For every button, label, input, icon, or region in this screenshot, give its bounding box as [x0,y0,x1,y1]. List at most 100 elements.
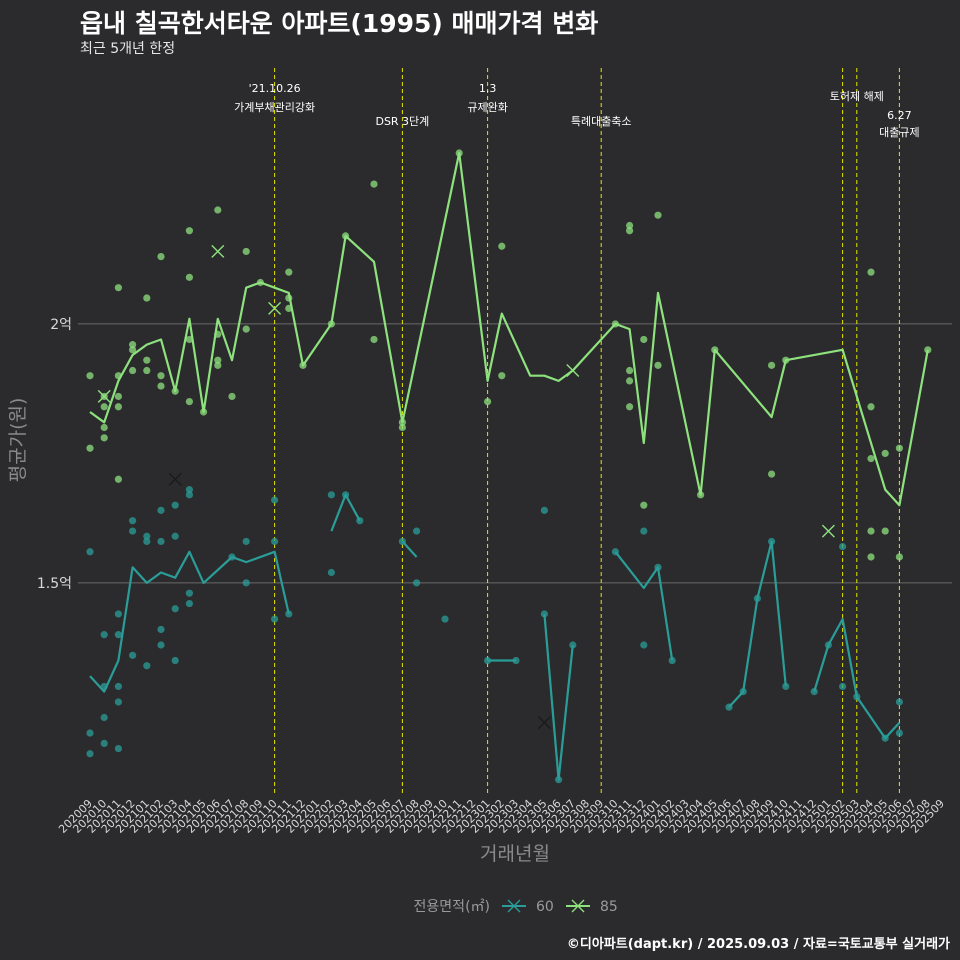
data-point-60 [185,486,193,494]
data-point-85 [654,211,662,219]
tick-layer: 1.5억2억2020092020102020112020122021012021… [37,317,947,836]
data-point-60 [540,506,549,514]
data-point-60 [441,615,449,623]
data-point-60 [895,698,904,706]
data-point-60 [114,698,122,706]
data-point-85 [398,423,406,432]
chart-subtitle: 최근 5개년 한정 [80,41,176,57]
legend-key-mark-60 [507,899,521,913]
data-point-85 [626,221,634,230]
data-point-85 [881,527,889,535]
data-point-60 [569,641,577,649]
event-label: 가계부채관리강화 [234,101,315,114]
data-point-60 [839,682,847,691]
data-point-60 [327,568,335,577]
data-point-60 [114,682,122,691]
data-point-85 [626,227,634,235]
series-line-60 [401,540,418,558]
data-point-60 [185,599,193,608]
series-line-85 [89,151,929,507]
data-point-60 [114,610,122,618]
data-point-85 [157,253,165,261]
data-point-60 [86,750,94,758]
data-point-60 [839,543,847,551]
data-point-60 [271,537,279,546]
data-point-60 [185,589,193,597]
data-point-85 [370,335,378,344]
data-point-60 [668,656,676,665]
data-point-85 [157,372,165,380]
chart-title: 읍내 칠곡한서타운 아파트(1995) 매매가격 변화 [80,9,599,38]
data-point-60 [86,548,94,556]
data-point-85 [143,366,151,375]
data-point-60 [143,537,151,546]
y-tick-label: 2억 [50,317,72,333]
data-point-85 [129,341,137,349]
data-point-85 [242,325,250,333]
data-point-85 [626,403,634,411]
data-point-60 [114,744,122,753]
data-point-85 [214,361,222,369]
data-point-85 [214,206,222,214]
x-marker-60 [537,716,551,730]
data-point-85 [100,434,108,442]
y-axis-title: 평균가(원) [7,398,29,483]
data-point-85 [654,361,662,369]
data-point-85 [114,475,122,483]
data-point-85 [114,284,122,292]
data-point-60 [129,527,137,535]
data-point-85 [114,392,122,401]
data-point-85 [185,398,193,406]
data-point-60 [640,527,648,535]
x-axis-title: 거래년월 [480,843,550,865]
data-point-60 [640,641,648,649]
data-point-85 [867,454,875,463]
data-point-60 [413,527,421,535]
x-marker-85 [97,389,111,403]
data-point-60 [86,729,94,737]
data-point-85 [640,501,648,509]
series-line-60 [614,551,674,661]
data-point-60 [242,537,250,546]
data-point-85 [768,361,776,369]
x-marker-60 [168,472,182,486]
data-point-85 [867,268,875,276]
data-point-85 [100,423,108,432]
data-point-60 [171,501,179,509]
legend-label-85: 85 [600,899,618,915]
data-point-85 [370,180,378,188]
series-line-60 [330,493,361,532]
series-line-60 [89,550,290,693]
data-point-60 [157,506,165,514]
data-point-60 [185,491,193,499]
grid-layer [78,323,952,584]
data-point-60 [810,688,818,696]
data-point-85 [185,227,193,235]
data-point-60 [157,625,165,634]
series-line-60 [543,613,574,781]
event-label: 대출규제 [879,126,919,139]
data-point-85 [881,449,889,457]
data-point-85 [895,553,904,561]
data-point-60 [242,579,250,587]
event-label: DSR 3단계 [375,115,429,128]
data-point-60 [413,579,421,587]
data-point-60 [271,496,279,504]
data-point-60 [285,610,293,618]
data-point-60 [143,662,151,670]
data-point-85 [143,356,151,364]
event-label: 규제완화 [467,101,507,114]
data-point-60 [171,605,179,613]
data-point-85 [100,403,108,411]
data-point-85 [867,527,875,535]
data-point-85 [895,444,904,452]
event-label: 1.3 [479,82,497,95]
data-point-60 [171,532,179,540]
data-point-85 [143,294,151,302]
legend: 전용면적(㎡) 60 85 [414,899,618,915]
event-label: 6.27 [887,109,912,122]
legend-label-60: 60 [536,899,554,915]
event-label: '21.10.26 [249,82,301,95]
